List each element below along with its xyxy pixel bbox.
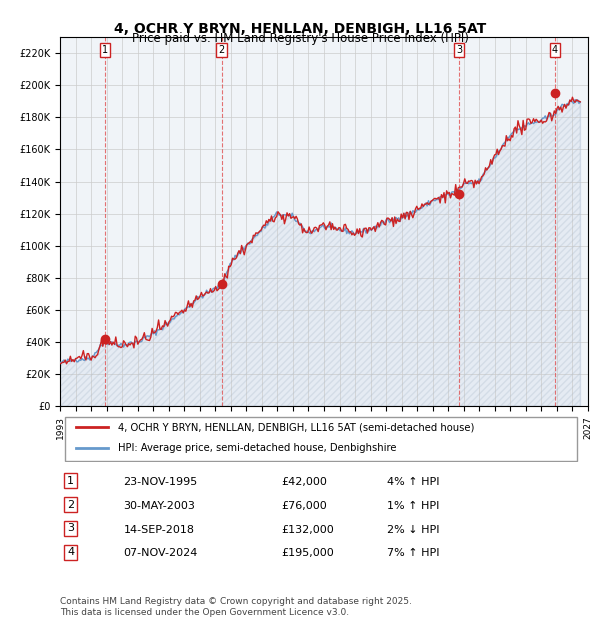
Text: 3: 3 [456,45,462,55]
Text: 07-NOV-2024: 07-NOV-2024 [124,548,198,559]
Text: 4% ↑ HPI: 4% ↑ HPI [388,477,440,487]
Text: £42,000: £42,000 [282,477,328,487]
Text: 2: 2 [67,500,74,510]
Text: 14-SEP-2018: 14-SEP-2018 [124,525,194,534]
Text: £195,000: £195,000 [282,548,335,559]
Text: £132,000: £132,000 [282,525,335,534]
Text: 4: 4 [67,547,74,557]
Text: 1% ↑ HPI: 1% ↑ HPI [388,501,440,511]
Text: 30-MAY-2003: 30-MAY-2003 [124,501,195,511]
Text: £76,000: £76,000 [282,501,328,511]
FancyBboxPatch shape [65,417,577,461]
Text: 4, OCHR Y BRYN, HENLLAN, DENBIGH, LL16 5AT: 4, OCHR Y BRYN, HENLLAN, DENBIGH, LL16 5… [114,22,486,36]
Text: 4: 4 [551,45,557,55]
Text: 3: 3 [67,523,74,533]
Text: 4, OCHR Y BRYN, HENLLAN, DENBIGH, LL16 5AT (semi-detached house): 4, OCHR Y BRYN, HENLLAN, DENBIGH, LL16 5… [118,422,475,432]
Text: 2% ↓ HPI: 2% ↓ HPI [388,525,440,534]
Text: Price paid vs. HM Land Registry's House Price Index (HPI): Price paid vs. HM Land Registry's House … [131,32,469,45]
Text: 1: 1 [102,45,108,55]
Text: 7% ↑ HPI: 7% ↑ HPI [388,548,440,559]
Text: 1: 1 [67,476,74,485]
Text: 23-NOV-1995: 23-NOV-1995 [124,477,197,487]
Text: 2: 2 [218,45,224,55]
Text: Contains HM Land Registry data © Crown copyright and database right 2025.
This d: Contains HM Land Registry data © Crown c… [60,598,412,617]
Text: HPI: Average price, semi-detached house, Denbighshire: HPI: Average price, semi-detached house,… [118,443,397,453]
